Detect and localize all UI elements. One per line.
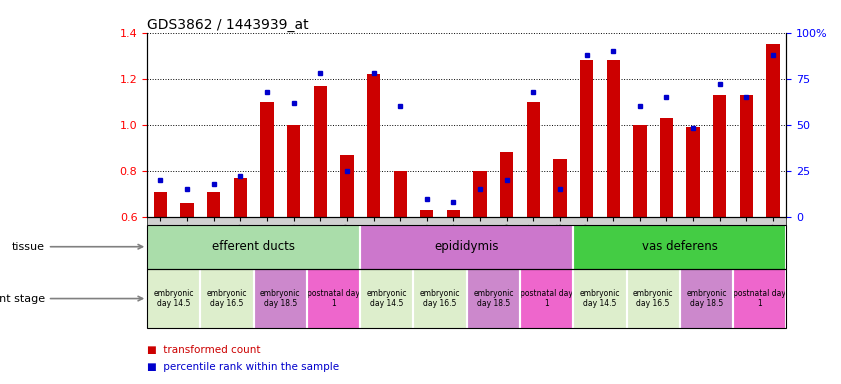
Text: embryonic
day 18.5: embryonic day 18.5 (686, 289, 727, 308)
Text: embryonic
day 16.5: embryonic day 16.5 (633, 289, 674, 308)
Bar (154, 192, 167, 217)
Bar (500, 152, 513, 217)
Text: embryonic
day 14.5: embryonic day 14.5 (154, 289, 194, 308)
Bar (713, 95, 727, 217)
Bar (254, 269, 307, 328)
Bar (574, 225, 786, 269)
Bar (740, 95, 753, 217)
Bar (526, 102, 540, 217)
Bar (234, 178, 247, 217)
Bar (394, 171, 407, 217)
Bar (633, 125, 647, 217)
Bar (447, 210, 460, 217)
Bar (360, 269, 414, 328)
Text: postnatal day
1: postnatal day 1 (521, 289, 573, 308)
Text: embryonic
day 14.5: embryonic day 14.5 (367, 289, 407, 308)
Bar (580, 60, 593, 217)
Bar (181, 203, 193, 217)
Bar (733, 269, 786, 328)
Bar (287, 125, 300, 217)
Bar (420, 210, 433, 217)
Bar (200, 269, 254, 328)
Bar (686, 127, 700, 217)
Bar (660, 118, 673, 217)
Bar (574, 269, 627, 328)
Bar (520, 269, 574, 328)
Bar (341, 155, 353, 217)
Text: embryonic
day 18.5: embryonic day 18.5 (473, 289, 514, 308)
Bar (307, 269, 360, 328)
Bar (467, 269, 520, 328)
Bar (147, 225, 360, 269)
Bar (147, 269, 200, 328)
Bar (627, 269, 680, 328)
Text: ■  percentile rank within the sample: ■ percentile rank within the sample (147, 362, 339, 372)
Text: embryonic
day 16.5: embryonic day 16.5 (207, 289, 247, 308)
Text: postnatal day
1: postnatal day 1 (733, 289, 786, 308)
Bar (207, 192, 220, 217)
Text: efferent ducts: efferent ducts (212, 240, 295, 253)
Text: embryonic
day 18.5: embryonic day 18.5 (260, 289, 300, 308)
Text: ■  transformed count: ■ transformed count (147, 345, 261, 355)
Text: tissue: tissue (12, 242, 142, 252)
Text: development stage: development stage (0, 293, 142, 304)
Text: epididymis: epididymis (435, 240, 499, 253)
Text: postnatal day
1: postnatal day 1 (307, 289, 360, 308)
Bar (680, 269, 733, 328)
Text: GDS3862 / 1443939_at: GDS3862 / 1443939_at (147, 18, 309, 31)
Bar (473, 171, 487, 217)
Bar (314, 86, 327, 217)
Bar (367, 74, 380, 217)
Bar (261, 102, 273, 217)
Bar (414, 269, 467, 328)
Bar (360, 225, 574, 269)
Text: embryonic
day 16.5: embryonic day 16.5 (420, 289, 460, 308)
Bar (606, 60, 620, 217)
Text: embryonic
day 14.5: embryonic day 14.5 (579, 289, 620, 308)
Bar (553, 159, 567, 217)
Text: vas deferens: vas deferens (642, 240, 717, 253)
Bar (766, 44, 780, 217)
